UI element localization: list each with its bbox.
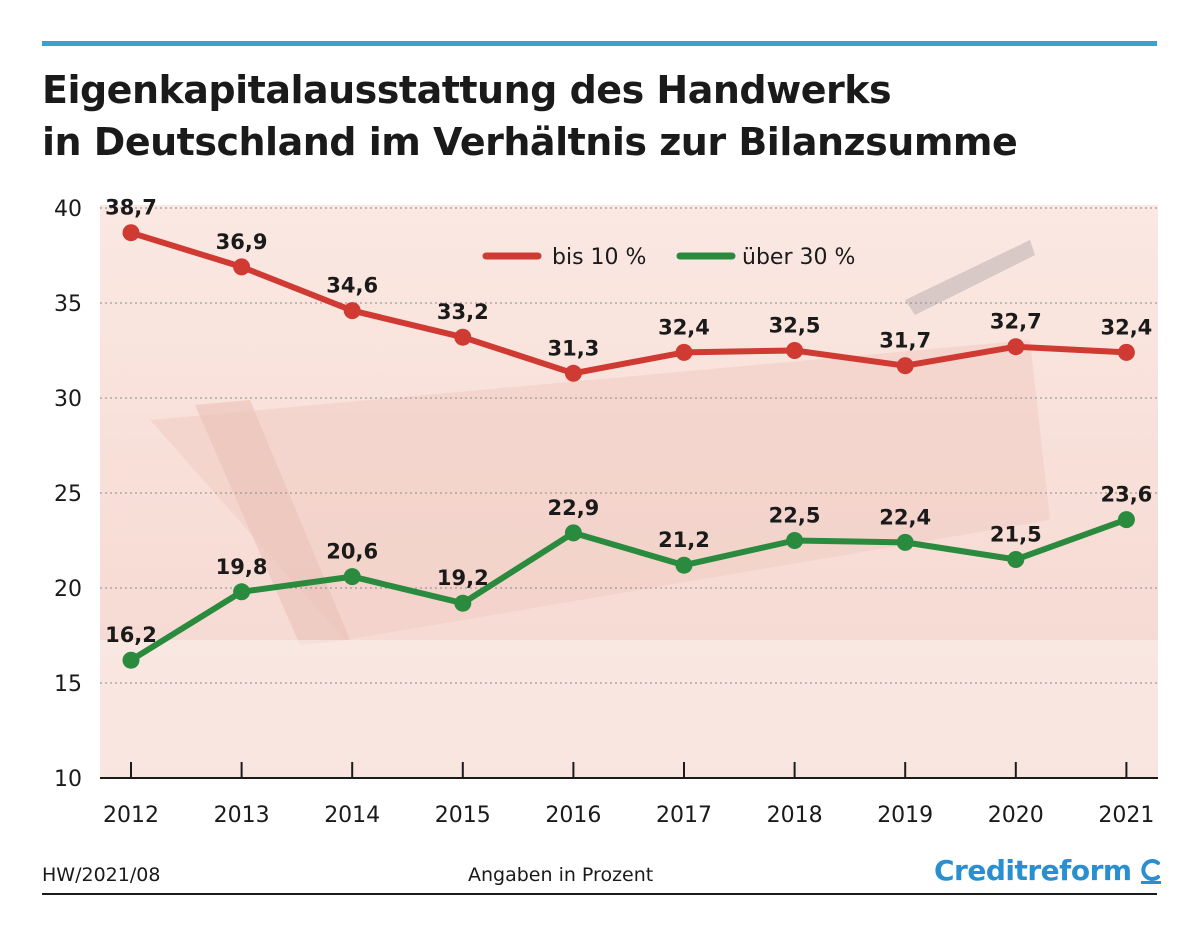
brand-logo: Creditreform [934, 854, 1164, 887]
data-point [454, 594, 472, 612]
data-label: 19,2 [437, 566, 489, 590]
x-tick-label: 2013 [214, 803, 270, 828]
data-label: 32,7 [990, 310, 1042, 334]
bottom-rule [42, 893, 1157, 895]
background-pen [905, 240, 1035, 315]
data-label: 32,5 [769, 314, 821, 338]
data-point [122, 651, 140, 669]
data-label: 21,5 [990, 523, 1042, 547]
data-point [786, 342, 804, 359]
data-point [1007, 338, 1025, 356]
data-label: 32,4 [658, 315, 710, 339]
data-label: 34,6 [326, 274, 378, 298]
data-point [675, 343, 693, 361]
data-point [233, 258, 251, 276]
x-tick-label: 2015 [435, 803, 491, 828]
data-point [675, 556, 693, 574]
y-tick-label: 25 [54, 482, 82, 507]
legend-label: bis 10 % [552, 245, 646, 270]
top-accent-rule [42, 41, 1157, 46]
y-tick-label: 40 [54, 197, 82, 222]
y-tick-label: 20 [54, 577, 82, 602]
data-point [1117, 343, 1135, 361]
legend-label: über 30 % [742, 245, 855, 270]
data-point [786, 532, 804, 549]
y-tick-label: 30 [54, 387, 82, 412]
data-label: 31,7 [879, 329, 931, 353]
data-point [233, 583, 251, 601]
data-label: 22,5 [769, 504, 821, 528]
data-label: 36,9 [216, 230, 268, 254]
title-line-2: in Deutschland im Verhältnis zur Bilanzs… [42, 120, 1018, 164]
data-point [454, 328, 472, 346]
background-banknote [150, 340, 1050, 640]
data-label: 32,4 [1100, 315, 1152, 339]
data-label: 19,8 [216, 555, 268, 579]
data-label: 22,4 [879, 505, 931, 529]
data-point [896, 357, 914, 375]
x-tick-label: 2016 [545, 803, 601, 828]
data-point [343, 302, 361, 320]
data-label: 16,2 [105, 623, 157, 647]
data-label: 21,2 [658, 528, 710, 552]
title-line-1: Eigenkapitalausstattung des Handwerks [42, 68, 892, 112]
x-tick-label: 2019 [877, 803, 933, 828]
x-tick-label: 2017 [656, 803, 712, 828]
series-line-1 [128, 516, 1130, 664]
x-tick-label: 2014 [324, 803, 380, 828]
data-label: 23,6 [1100, 483, 1152, 507]
y-tick-label: 35 [54, 292, 82, 317]
data-label: 31,3 [547, 336, 599, 360]
data-point [564, 524, 582, 542]
y-tick-label: 10 [54, 767, 82, 792]
brand-mark-icon [1140, 858, 1161, 884]
x-tick-label: 2020 [988, 803, 1044, 828]
y-tick-label: 15 [54, 672, 82, 697]
x-tick-label: 2018 [767, 803, 823, 828]
x-tick-label: 2012 [103, 803, 159, 828]
data-point [1117, 511, 1135, 529]
data-label: 38,7 [105, 196, 157, 220]
footer-note: Angaben in Prozent [468, 864, 654, 886]
footer-code: HW/2021/08 [42, 864, 161, 886]
data-point [343, 568, 361, 586]
data-label: 22,9 [547, 496, 599, 520]
photo-background [100, 205, 1158, 778]
brand-name: Creditreform [934, 854, 1132, 887]
data-label: 33,2 [437, 300, 489, 324]
series-line-0 [128, 229, 1130, 377]
data-point [1007, 551, 1025, 568]
data-point [896, 533, 914, 551]
data-label: 20,6 [326, 540, 378, 564]
chart-title: Eigenkapitalausstattung des Handwerks in… [42, 64, 1152, 168]
background-lower-area [100, 640, 1158, 778]
data-point [122, 224, 140, 242]
x-tick-label: 2021 [1098, 803, 1154, 828]
data-point [564, 364, 582, 382]
